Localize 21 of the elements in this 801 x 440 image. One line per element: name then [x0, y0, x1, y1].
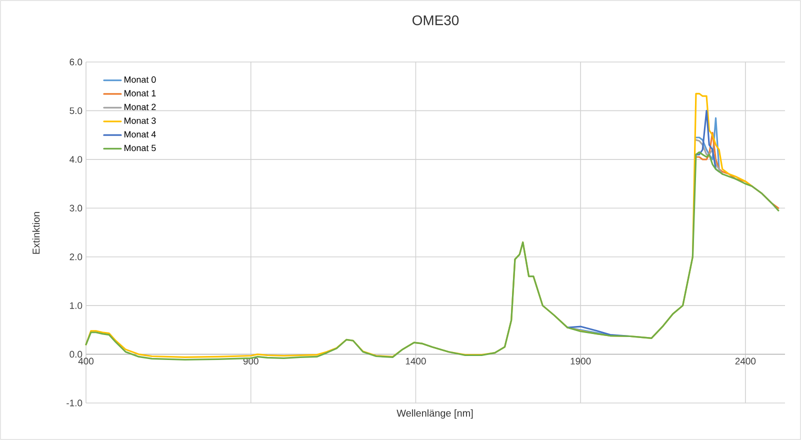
x-tick-label: 400 — [78, 358, 94, 365]
chart-title: OME30 — [412, 15, 459, 26]
x-tick-label: 2400 — [735, 358, 756, 365]
y-tick-label: 5.0 — [70, 107, 82, 114]
legend-label: Monat 3 — [124, 118, 156, 124]
legend-label: Monat 2 — [124, 104, 156, 110]
x-tick-label: 1400 — [406, 358, 426, 365]
y-tick-label: 2.0 — [70, 254, 82, 260]
legend-label: Monat 4 — [124, 131, 156, 138]
y-tick-label: 4.0 — [70, 156, 82, 163]
y-tick-label: 0.0 — [70, 350, 82, 358]
y-tick-label: 1.0 — [70, 302, 82, 309]
x-tick-label: 1900 — [570, 358, 591, 365]
y-tick-label: 6.0 — [70, 58, 82, 66]
y-axis-title: Extinktion — [32, 212, 40, 254]
y-tick-label: 3.0 — [70, 204, 82, 212]
legend-label: Monat 5 — [124, 144, 156, 152]
legend-label: Monat 0 — [124, 76, 156, 83]
y-tick-label: -1.0 — [66, 400, 82, 406]
legend-label: Monat 1 — [124, 90, 156, 96]
x-axis-title: Wellenlänge [nm] — [396, 409, 473, 419]
